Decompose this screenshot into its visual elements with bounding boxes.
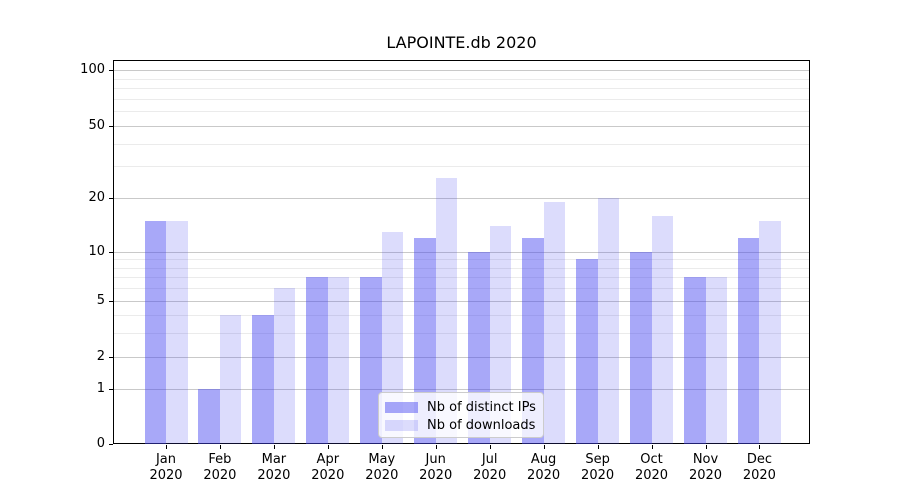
y-tick-label: 100 [80,62,105,77]
x-tick-mark [327,445,329,449]
y-tick-label: 20 [88,190,105,205]
legend-item-downloads: Nb of downloads [385,416,537,434]
legend-swatch-distinct-ips [385,401,418,413]
major-gridline [114,300,809,302]
x-tick-mark [759,445,761,449]
x-tick-mark [597,445,599,449]
y-tick-mark [109,356,113,358]
bar-downloads-aug [543,202,566,444]
major-gridline [114,356,809,358]
y-tick-mark [109,70,113,71]
x-tick-mark [435,445,437,449]
x-tick-label: Jun 2020 [419,452,453,483]
bar-distinct-ips-nov [684,277,706,444]
bar-downloads-jan [166,220,188,444]
y-tick-label: 50 [88,118,105,133]
x-tick-label: Feb 2020 [203,452,237,483]
y-tick-mark [109,389,113,390]
x-tick-label: Aug 2020 [527,452,561,483]
legend-item-distinct-ips: Nb of distinct IPs [385,398,537,416]
bar-distinct-ips-mar [252,315,274,444]
x-tick-mark [166,445,167,449]
x-tick-label: Sep 2020 [581,452,615,483]
x-tick-mark [651,445,653,449]
x-tick-mark [489,445,491,449]
y-tick-label: 5 [96,292,105,308]
x-tick-label: Apr 2020 [311,452,345,483]
bar-distinct-ips-may [360,277,382,444]
y-tick-mark [109,198,113,199]
minor-gridline [114,267,809,269]
x-tick-label: Nov 2020 [688,452,723,483]
minor-gridline [114,277,809,279]
bar-distinct-ips-apr [306,277,328,444]
x-tick-label: Jan 2020 [149,452,183,483]
minor-gridline [114,88,809,90]
bar-downloads-may [381,231,404,444]
x-tick-mark [219,445,221,449]
y-tick-mark [109,126,113,127]
y-tick-label: 0 [96,436,105,451]
bar-distinct-ips-oct [630,251,652,444]
minor-gridline [114,166,809,168]
bar-downloads-sep [597,198,620,444]
x-tick-mark [705,445,707,449]
x-tick-label: Jul 2020 [473,452,507,483]
x-tick-mark [543,445,545,449]
chart-title: LAPOINTE.db 2020 [386,33,537,52]
bar-downloads-apr [327,277,350,444]
minor-gridline [114,78,809,80]
minor-gridline [114,315,809,317]
y-tick-mark [109,444,113,445]
minor-gridline [114,111,809,113]
y-tick-label: 2 [96,348,105,364]
legend: Nb of distinct IPs Nb of downloads [378,392,544,438]
bar-distinct-ips-dec [737,237,760,444]
minor-gridline [114,143,809,145]
bar-distinct-ips-jan [144,220,166,444]
bar-downloads-oct [651,215,673,444]
legend-label-distinct-ips: Nb of distinct IPs [427,399,536,415]
x-tick-label: Dec 2020 [742,452,776,483]
bar-downloads-jul [489,225,512,444]
y-tick-label: 10 [88,243,105,259]
y-tick-mark [109,251,113,253]
legend-swatch-downloads [385,419,418,431]
plot-area: Nb of distinct IPs Nb of downloads 0 1 2 5 1… [80,60,810,483]
y-tick-mark [109,300,113,302]
major-gridline [114,126,809,127]
minor-gridline [114,288,809,289]
x-tick-label: Mar 2020 [257,452,291,483]
bar-downloads-feb [219,315,242,444]
y-tick-label: 1 [96,381,105,396]
major-gridline [114,198,809,199]
bar-downloads-dec [759,220,781,444]
x-tick-label: Oct 2020 [634,452,669,483]
x-tick-mark [381,445,383,449]
bar-distinct-ips-feb [198,389,220,444]
bar-distinct-ips-sep [576,259,598,444]
minor-gridline [114,333,809,335]
x-tick-label: May 2020 [365,452,399,483]
major-gridline [114,70,809,71]
bar-downloads-nov [705,277,727,444]
legend-label-downloads: Nb of downloads [427,417,536,433]
minor-gridline [114,259,809,261]
x-tick-mark [273,445,275,449]
bar-downloads-mar [273,288,296,444]
bar-downloads-jun [435,177,458,444]
major-gridline [114,251,809,253]
major-gridline [114,389,809,390]
minor-gridline [114,98,809,100]
